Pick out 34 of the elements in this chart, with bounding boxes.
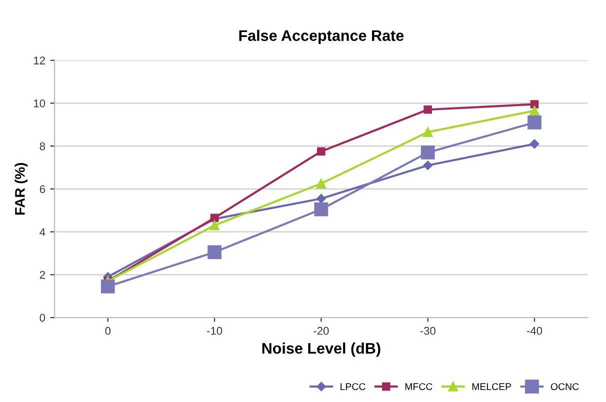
legend-label: LPCC: [340, 383, 366, 390]
point: [317, 147, 326, 156]
x-tick-label: -10: [206, 326, 222, 335]
y-tick-label: 4: [40, 228, 46, 236]
x-axis-title: Noise Level (dB): [262, 342, 380, 357]
x-tick-label: 0: [105, 326, 111, 335]
y-tick-label: 2: [40, 270, 45, 279]
x-tick-label: -20: [314, 326, 329, 335]
point: [422, 127, 433, 137]
y-tick-label: 12: [34, 56, 45, 64]
y-tick-label: 6: [40, 185, 46, 194]
point: [208, 245, 222, 260]
point: [423, 160, 432, 170]
legend-label: OCNC: [550, 383, 579, 390]
point: [424, 105, 432, 114]
point: [530, 139, 540, 149]
y-tick-label: 8: [40, 142, 46, 150]
point: [530, 106, 540, 116]
point: [210, 220, 220, 230]
chart-title: False Acceptance Rate: [239, 30, 404, 44]
y-tick-label: 10: [34, 99, 46, 108]
legend-label: MELCEP: [472, 383, 512, 390]
point: [316, 178, 326, 188]
point: [316, 194, 326, 204]
point: [100, 280, 115, 294]
point: [528, 116, 542, 130]
x-tick-label: -40: [526, 326, 542, 335]
point: [530, 100, 539, 108]
x-tick-label: -30: [420, 326, 436, 335]
y-tick-label: 0: [40, 314, 46, 322]
point: [314, 202, 328, 216]
legend-label: MFCC: [405, 383, 432, 390]
y-axis-title: FAR (%): [14, 163, 28, 215]
point: [420, 146, 435, 160]
